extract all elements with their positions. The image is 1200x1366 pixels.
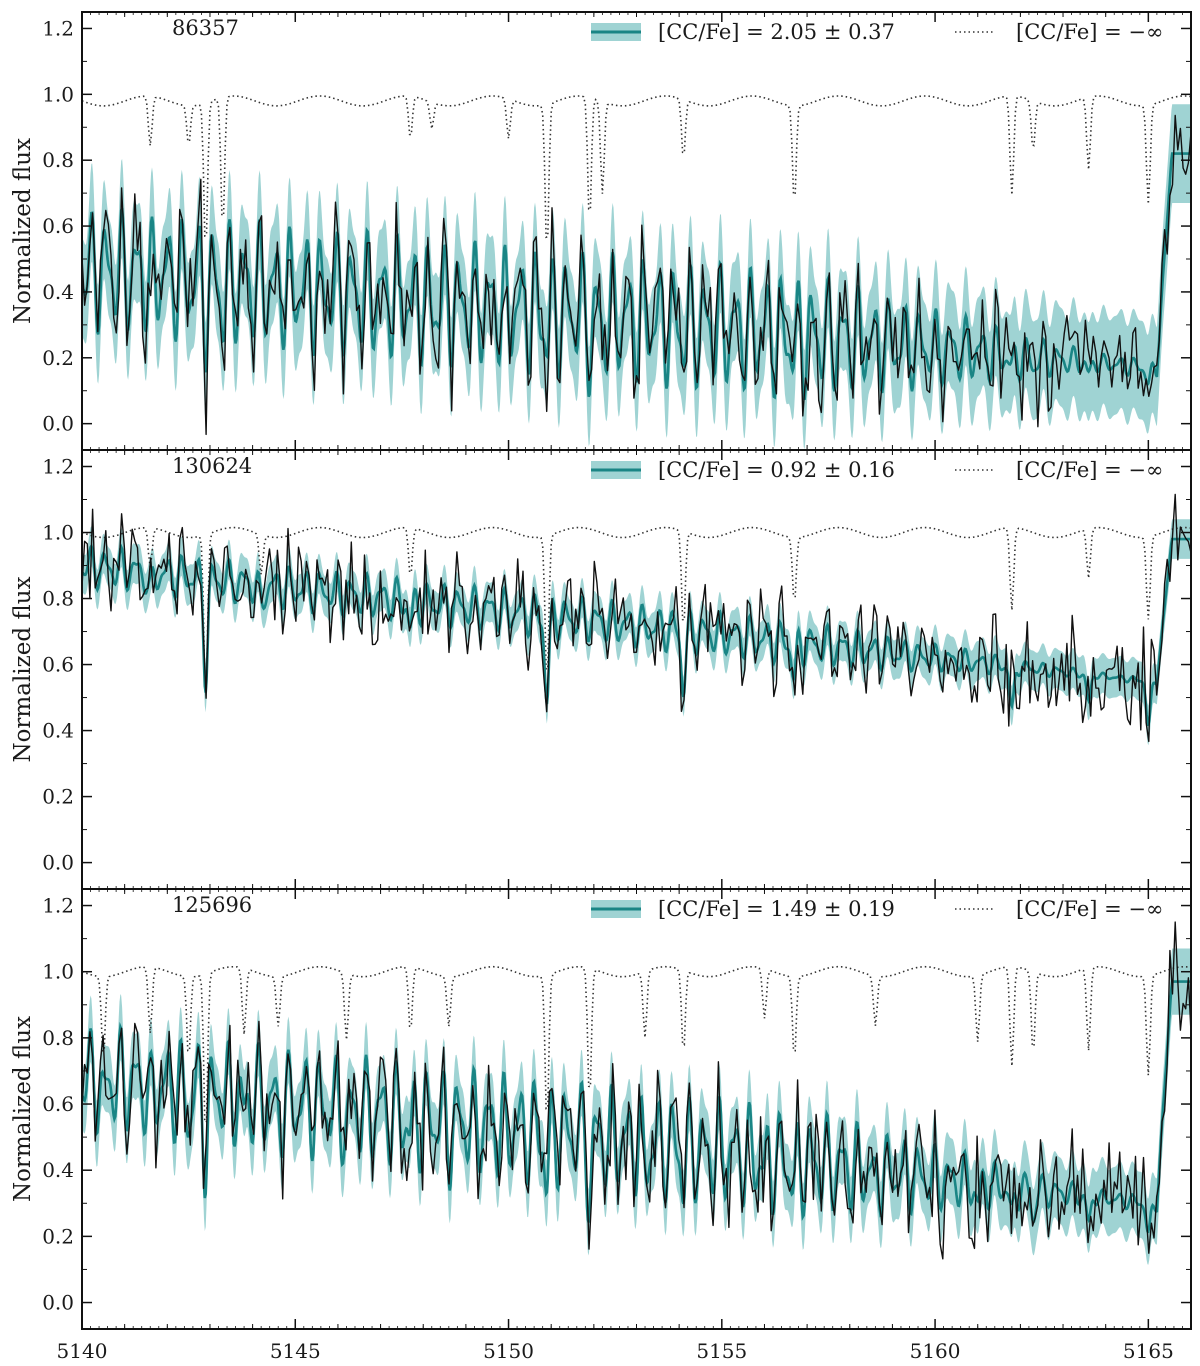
x-tick-label: 5160 [910,1339,961,1362]
y-tick-label: 0.6 [42,1092,74,1116]
y-tick-label: 0.8 [42,1026,74,1050]
y-tick-label: 1.2 [42,894,74,918]
star-id-label: 125696 [172,893,252,917]
y-tick-label: 0.8 [42,587,74,611]
y-tick-label: 0.2 [42,346,74,370]
y-axis-label: Normalized flux [10,1016,36,1202]
x-tick-label: 5140 [57,1339,108,1362]
y-tick-label: 0.6 [42,214,74,238]
nocarbon-line-86357 [82,95,1191,239]
legend-fit-label: [CC/Fe] = 0.92 ± 0.16 [658,458,895,482]
plot-area-125696 [82,921,1191,1265]
fit-line-125696 [82,980,1191,1234]
x-tick-label: 5150 [483,1339,534,1362]
x-tick-label: 5165 [1123,1339,1174,1362]
y-tick-label: 0.4 [42,719,74,743]
y-tick-label: 0.4 [42,1158,74,1182]
legend-nocarbon-label: [CC/Fe] = −∞ [1016,897,1163,921]
y-tick-label: 1.2 [42,16,74,40]
x-tick-label: 5155 [696,1339,747,1362]
x-tick-label: 5145 [270,1339,321,1362]
y-tick-label: 0.6 [42,653,74,677]
y-tick-label: 0.0 [42,851,74,875]
uncertainty-band-130624 [82,519,1191,746]
plot-area-86357 [82,95,1191,450]
observed-spectrum-125696 [82,921,1191,1260]
y-tick-label: 1.0 [42,960,74,984]
y-tick-label: 0.2 [42,785,74,809]
y-tick-label: 0.4 [42,280,74,304]
legend-fit-label: [CC/Fe] = 2.05 ± 0.37 [658,20,895,44]
y-axis-label: Normalized flux [10,576,36,762]
observed-spectrum-130624 [82,493,1191,743]
y-axis-label: Normalized flux [10,138,36,324]
y-tick-label: 0.0 [42,412,74,436]
observed-spectrum-86357 [82,114,1191,436]
plot-area-130624 [82,493,1191,746]
legend-nocarbon-label: [CC/Fe] = −∞ [1016,458,1163,482]
star-id-label: 130624 [172,454,252,478]
y-tick-label: 0.2 [42,1224,74,1248]
y-tick-label: 0.8 [42,148,74,172]
y-tick-label: 1.0 [42,521,74,545]
y-tick-label: 1.2 [42,455,74,479]
y-tick-label: 0.0 [42,1291,74,1315]
legend-fit-label: [CC/Fe] = 1.49 ± 0.19 [658,897,895,921]
legend-nocarbon-label: [CC/Fe] = −∞ [1016,20,1163,44]
y-tick-label: 1.0 [42,82,74,106]
star-id-label: 86357 [172,16,239,40]
